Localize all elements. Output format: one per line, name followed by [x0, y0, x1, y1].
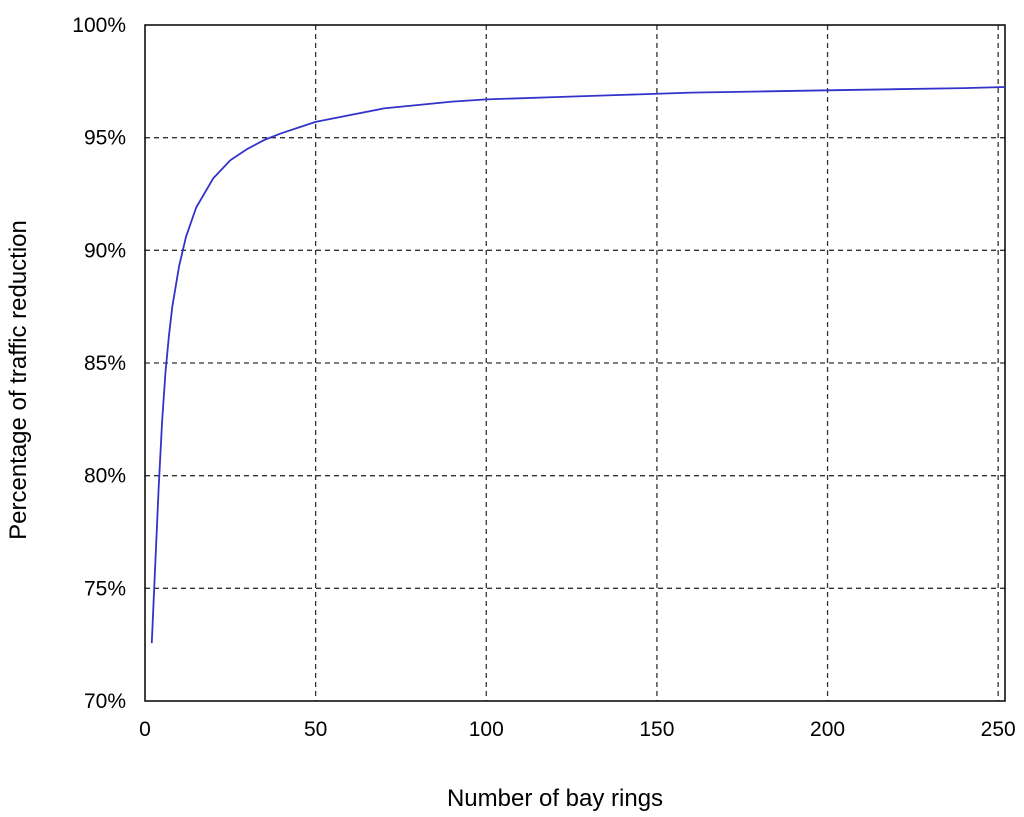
tick-labels: 70% 75% 80% 85% 90% 95% 100% 0 50 100 150 200 250: [72, 14, 1015, 741]
series-line: [150, 86, 1006, 644]
grid: [145, 25, 1005, 701]
x-tick-label: 100: [469, 718, 504, 741]
series-layer: [150, 86, 1006, 644]
plot-area-frame: [144, 24, 1006, 702]
y-axis-title: Percentage of traffic reduction: [5, 220, 32, 540]
x-tick-label: 50: [304, 718, 327, 741]
y-tick-label: 75%: [84, 577, 126, 600]
y-tick-label: 85%: [84, 352, 126, 375]
y-tick-label: 100%: [72, 14, 126, 37]
x-tick-label: 0: [139, 718, 151, 741]
x-tick-label: 250: [981, 718, 1016, 741]
y-tick-label: 70%: [84, 690, 126, 713]
x-axis-title: Number of bay rings: [447, 785, 663, 812]
y-tick-label: 80%: [84, 465, 126, 488]
y-tick-label: 95%: [84, 127, 126, 150]
y-tick-label: 90%: [84, 239, 126, 262]
x-tick-label: 200: [810, 718, 845, 741]
x-tick-label: 150: [639, 718, 674, 741]
